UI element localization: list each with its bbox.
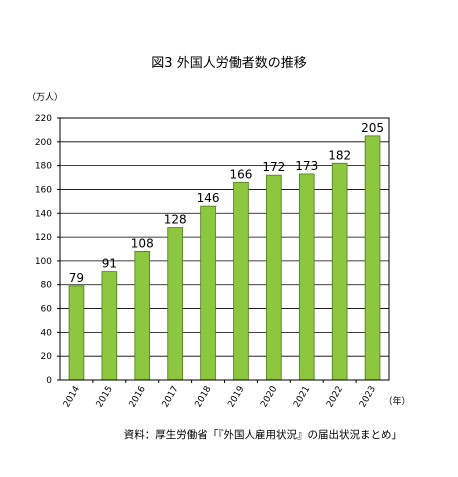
y-tick-label: 220 [35, 114, 52, 124]
x-tick-label: 2018 [194, 384, 214, 409]
y-tick-label: 40 [41, 328, 53, 338]
bar [298, 173, 315, 381]
bar [233, 181, 249, 381]
bar [266, 174, 282, 381]
data-label: 172 [262, 160, 285, 174]
bar [167, 227, 183, 381]
data-label: 182 [328, 148, 351, 162]
x-tick-label: 2021 [292, 385, 312, 410]
y-tick-label: 200 [35, 138, 52, 148]
data-label: 173 [295, 159, 318, 173]
y-tick-label: 100 [35, 257, 52, 267]
data-label: 146 [197, 191, 220, 205]
x-tick-label: 2017 [161, 385, 181, 410]
source-note: 資料：厚生労働省「『外国人雇用状況』の届出状況まとめ」 [124, 428, 402, 441]
x-tick-label: 2019 [226, 384, 246, 409]
y-tick-label: 120 [35, 233, 52, 243]
bar [331, 162, 348, 381]
bar [101, 271, 118, 381]
y-tick-label: 180 [35, 162, 52, 172]
data-labels: 79 91 108 128 146 166 172 173 182 205 [69, 121, 384, 285]
bar [134, 250, 151, 381]
data-label: 108 [131, 236, 154, 250]
data-label: 79 [69, 271, 84, 285]
data-label: 205 [361, 121, 384, 135]
x-tick-label: 2015 [95, 385, 115, 410]
bar [68, 285, 85, 381]
bar [200, 205, 216, 381]
chart-title: 図3 外国人労働者数の推移 [151, 56, 306, 71]
y-tick-label: 80 [41, 281, 53, 291]
x-axis-unit: （年） [383, 395, 410, 407]
y-tick-label: 140 [35, 209, 52, 219]
data-label: 91 [102, 257, 117, 271]
y-tick-label: 60 [41, 305, 53, 315]
data-label: 166 [229, 167, 252, 181]
x-tick-label: 2022 [325, 385, 345, 410]
y-tick-label: 20 [41, 352, 53, 362]
bar [364, 135, 381, 381]
y-tick-label: 160 [35, 185, 52, 195]
y-tick-label: 0 [46, 376, 52, 386]
x-tick-label: 2023 [358, 385, 378, 410]
y-axis-unit: （万人） [27, 92, 63, 103]
bar-series [68, 135, 381, 381]
x-tick-label: 2016 [128, 384, 148, 409]
x-tick-label: 2020 [259, 384, 279, 409]
data-label: 128 [164, 213, 187, 227]
y-axis-ticks: 0 20 40 60 80 100 120 140 160 180 200 220 [35, 114, 60, 386]
x-tick-label: 2014 [62, 384, 82, 409]
x-axis-ticks: 2014 2015 2016 2017 2018 2019 2020 2021 2022 2023 [62, 380, 378, 409]
plot-frame [59, 117, 390, 381]
